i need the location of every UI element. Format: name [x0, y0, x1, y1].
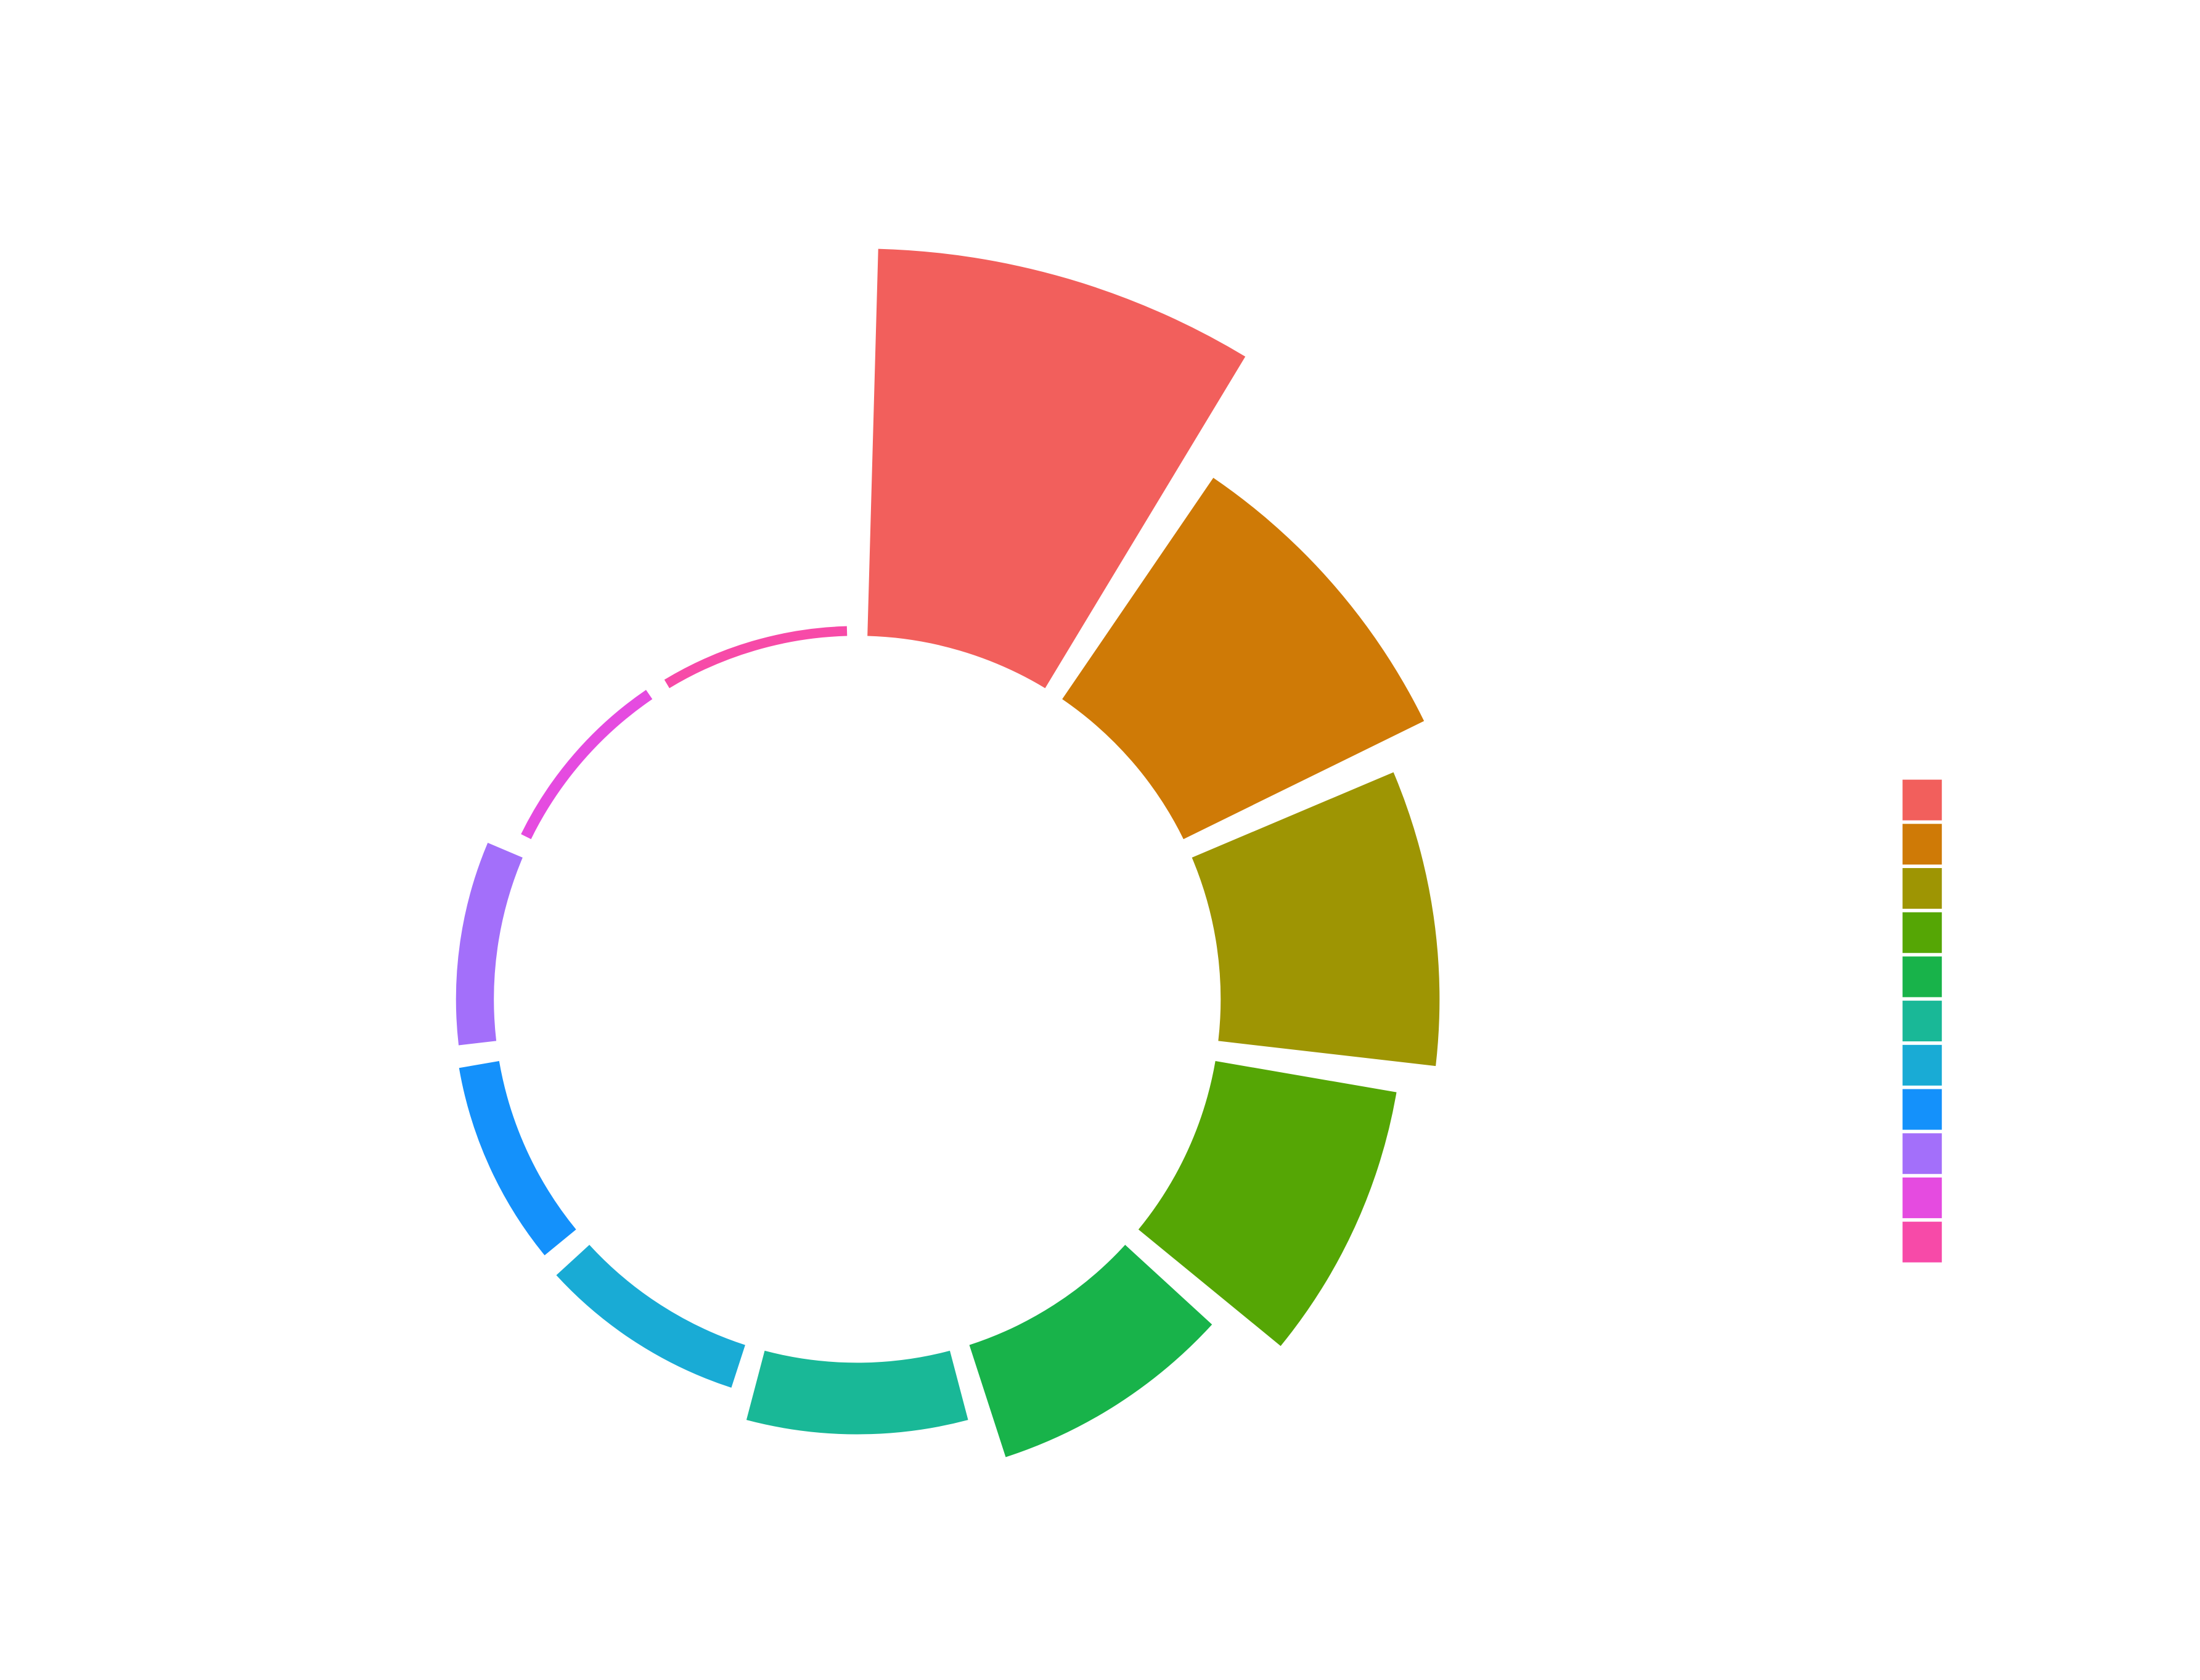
legend-swatch	[1901, 1043, 1944, 1088]
legend-swatch	[1901, 778, 1944, 822]
bar	[969, 1245, 1212, 1457]
legend-swatch	[1901, 911, 1944, 955]
legend-swatch	[1901, 955, 1944, 999]
bar	[664, 626, 848, 689]
legend-swatch	[1901, 1176, 1944, 1220]
bar	[1138, 1061, 1397, 1346]
legend-swatch	[1901, 999, 1944, 1043]
bar	[867, 248, 1246, 689]
bar	[556, 1245, 745, 1388]
legend-swatch	[1901, 1220, 1944, 1264]
bar	[746, 1350, 968, 1435]
bar	[459, 1061, 576, 1256]
bar	[456, 843, 523, 1046]
legend-swatch	[1901, 1131, 1944, 1176]
legend-swatch	[1901, 1088, 1944, 1131]
legend-swatch	[1901, 866, 1944, 911]
bar	[1062, 477, 1425, 840]
bar	[1192, 772, 1440, 1067]
legend-swatch	[1901, 822, 1944, 866]
bar	[521, 689, 653, 840]
